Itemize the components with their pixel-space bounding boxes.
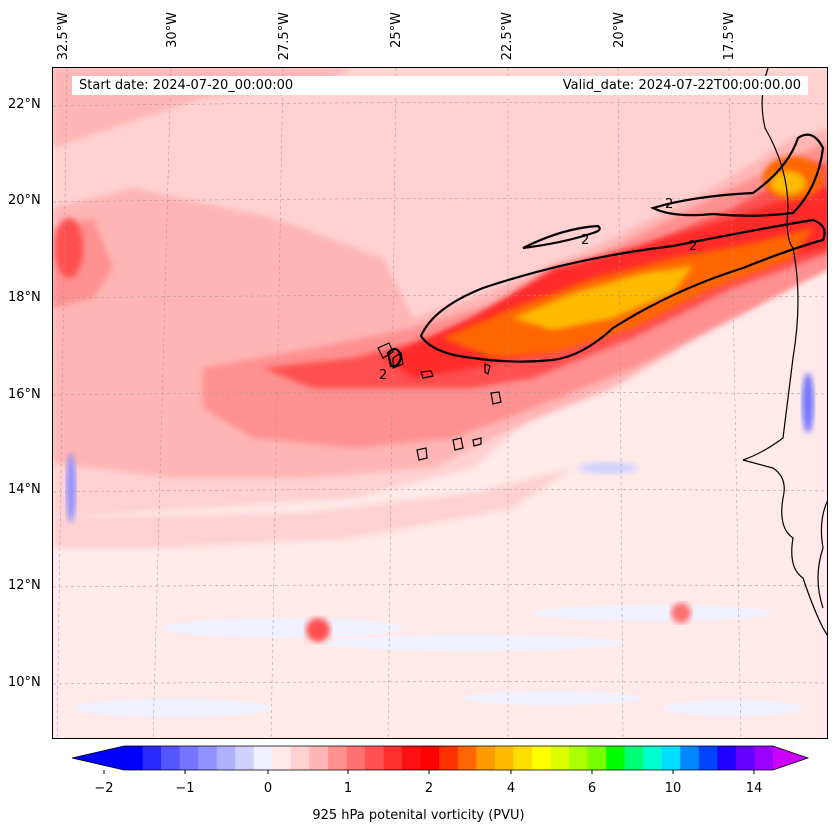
colorbar-segment	[643, 746, 663, 770]
colorbar-segment	[476, 746, 496, 770]
colorbar-segment	[735, 746, 755, 770]
contour-label: 2	[379, 368, 387, 383]
pv-negative-features	[66, 373, 814, 523]
colorbar-segment	[253, 746, 273, 770]
lat-label-18n: 18°N	[8, 290, 41, 305]
colorbar-segment	[606, 746, 626, 770]
colorbar-segment	[272, 746, 292, 770]
colorbar-segment	[550, 746, 570, 770]
contour-label: 2	[689, 239, 697, 254]
colorbar-segment	[402, 746, 422, 770]
colorbar-tick-label: 0	[263, 781, 273, 796]
colorbar-segment	[383, 746, 403, 770]
colorbar-tick-marks	[103, 770, 755, 774]
colorbar-segment	[494, 746, 514, 770]
colorbar-segment	[680, 746, 700, 770]
colorbar-segment	[290, 746, 310, 770]
colorbar-segment	[754, 746, 774, 770]
coastline	[742, 68, 827, 636]
pv-contour-labels: 2 2 2 2	[379, 197, 697, 383]
colorbar-tick-label: −2	[94, 781, 114, 796]
colorbar-segment	[587, 746, 607, 770]
start-date-label: Start date: 2024-07-20_00:00:00	[79, 78, 294, 93]
colorbar-segment	[531, 746, 551, 770]
colorbar-over-triangle	[773, 746, 808, 770]
lon-label-27.5w: 27.5°W	[277, 12, 292, 61]
lat-label-20n: 20°N	[8, 193, 41, 208]
colorbar-segment	[235, 746, 255, 770]
colorbar-segment	[179, 746, 199, 770]
colorbar-segment	[717, 746, 737, 770]
colorbar-segment	[569, 746, 589, 770]
lon-label-25w: 25°W	[389, 12, 404, 48]
pv-2-contours	[386, 133, 826, 368]
colorbar-outline	[71, 745, 810, 771]
colorbar-segment	[698, 746, 718, 770]
contour-label: 2	[665, 197, 673, 212]
graticule	[53, 68, 827, 738]
colorbar-tick-label: 1	[343, 781, 353, 796]
colorbar-segment	[420, 746, 440, 770]
colorbar-segment	[216, 746, 236, 770]
colorbar-tick-label: 4	[506, 781, 516, 796]
colorbar-segment	[457, 746, 477, 770]
map-panel: 2 2 2 2	[52, 67, 828, 739]
lat-label-14n: 14°N	[8, 482, 41, 497]
colorbar-segment	[346, 746, 366, 770]
colorbar-segment	[661, 746, 681, 770]
colorbar-segment	[198, 746, 218, 770]
colorbar-segment	[365, 746, 385, 770]
pv-isolated-highs	[55, 218, 691, 642]
cape-verde-islands	[377, 342, 502, 461]
lon-label-32.5w: 32.5°W	[56, 12, 71, 61]
lat-label-12n: 12°N	[8, 578, 41, 593]
colorbar-tick-label: −1	[175, 781, 195, 796]
lon-label-30w: 30°W	[165, 12, 180, 48]
colorbar-segment	[513, 746, 533, 770]
pv-yellow-core	[513, 171, 806, 330]
pv-field-map: 2 2 2 2	[53, 68, 827, 738]
colorbar-tick-label: 6	[587, 781, 597, 796]
colorbar-segment	[142, 746, 162, 770]
colorbar-tick-label: 14	[745, 781, 763, 796]
colorbar-segment	[309, 746, 329, 770]
colorbar-segments	[71, 745, 810, 771]
contour-label: 2	[581, 233, 589, 248]
date-info-box: Start date: 2024-07-20_00:00:00 Valid_da…	[72, 76, 808, 95]
lon-label-22.5w: 22.5°W	[500, 12, 515, 61]
lat-label-16n: 16°N	[8, 387, 41, 402]
colorbar-segment	[327, 746, 348, 770]
colorbar	[71, 745, 810, 774]
lon-label-17.5w: 17.5°W	[722, 12, 737, 61]
colorbar-tick-label: 2	[424, 781, 434, 796]
lon-label-20w: 20°W	[612, 12, 627, 48]
colorbar-segment	[624, 746, 644, 770]
colorbar-segment	[439, 746, 459, 770]
colorbar-segment	[124, 746, 144, 770]
lat-label-10n: 10°N	[8, 675, 41, 690]
lat-label-22n: 22°N	[8, 97, 41, 112]
colorbar-title: 925 hPa potenital vorticity (PVU)	[312, 808, 525, 823]
colorbar-tick-label: 10	[664, 781, 682, 796]
colorbar-segment	[161, 746, 181, 770]
valid-date-label: Valid_date: 2024-07-22T00:00:00.00	[562, 78, 801, 93]
colorbar-under-triangle	[72, 746, 124, 770]
